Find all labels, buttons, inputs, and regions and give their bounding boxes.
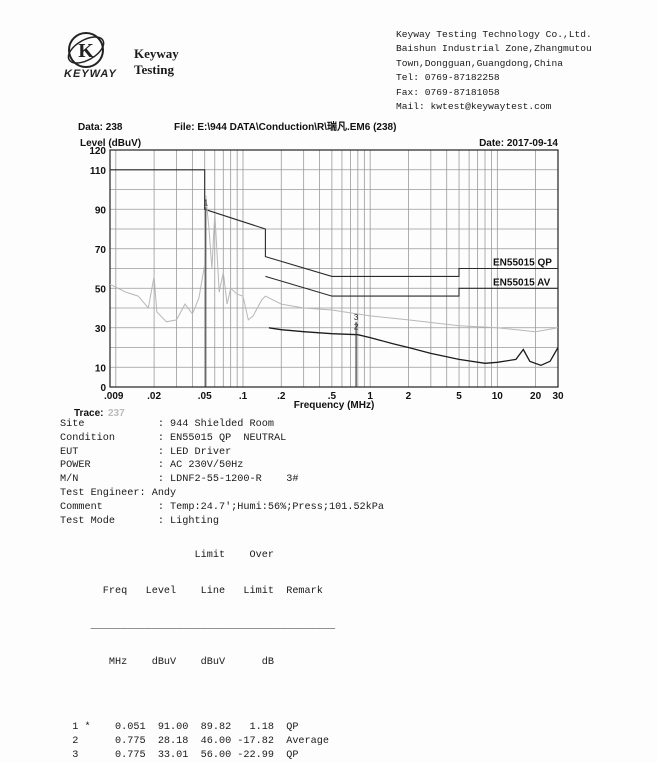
logo-word: KEYWAY — [64, 68, 117, 80]
info-line: Test Mode : Lighting — [60, 515, 219, 527]
limit-label: EN55015 AV — [493, 277, 551, 288]
x-tick-label: .02 — [147, 391, 161, 402]
y-tick-label: 120 — [89, 146, 106, 157]
y-tick-label: 90 — [95, 205, 107, 216]
y-tick-label: 70 — [95, 245, 107, 256]
table-rule: ________________________________________ — [60, 621, 336, 633]
brand-line-2: Testing — [134, 62, 174, 77]
logo-letter: K — [78, 40, 94, 62]
y-axis-title: Level (dBuV) — [80, 138, 141, 149]
company-fax: Fax: 0769-87181058 — [396, 86, 500, 98]
info-line: EUT : LED Driver — [60, 446, 232, 458]
data-id-label: Data: 238 — [78, 122, 123, 133]
trace-label: Trace: — [74, 408, 103, 419]
x-tick-label: .009 — [104, 391, 124, 402]
x-tick-label: .1 — [239, 391, 248, 402]
x-tick-label: 5 — [456, 391, 462, 402]
y-tick-label: 0 — [100, 383, 106, 394]
company-tel: Tel: 0769-87182258 — [396, 72, 500, 84]
test-info: Site : 944 Shielded Room Condition : EN55… — [60, 418, 384, 528]
keyway-logo: K — [67, 32, 105, 68]
series-line-en55015-av — [265, 275, 558, 297]
file-label: File: E:\944 DATA\Conduction\R\瑞凡.EM6 (2… — [174, 120, 396, 133]
info-line: M/N : LDNF2-55-1200-R 3# — [60, 474, 299, 486]
series-line-scan-peak — [109, 195, 559, 333]
y-tick-label: 110 — [90, 166, 107, 177]
y-tick-label: 10 — [95, 363, 107, 374]
table-row: 3 0.775 33.01 56.00 -22.99 QP — [60, 749, 299, 761]
series-line-en55015-qp — [110, 169, 558, 277]
brand-name: Keyway Testing — [134, 46, 179, 78]
info-line: Site : 944 Shielded Room — [60, 419, 274, 430]
table-header-2: Freq Level Line Limit Remark — [60, 585, 323, 597]
company-mail: Mail: kwtest@keywaytest.com — [396, 101, 552, 113]
info-line: POWER : AC 230V/50Hz — [60, 460, 244, 472]
company-address-2: Town,Dongguan,Guangdong,China — [396, 57, 563, 69]
company-address-1: Baishun Industrial Zone,Zhangmutou — [396, 43, 592, 55]
table-units: MHz dBuV dBuV dB — [60, 656, 274, 668]
marker-label: 3 — [354, 313, 359, 322]
x-tick-label: .2 — [277, 391, 286, 402]
marker-label: 1 — [204, 198, 209, 207]
x-tick-label: .5 — [328, 391, 337, 402]
result-table: Limit Over Freq Level Line Limit Remark … — [60, 528, 336, 761]
trace-value: 237 — [108, 408, 125, 419]
y-tick-label: 50 — [95, 284, 107, 295]
x-tick-label: 1 — [367, 391, 373, 402]
emission-chart: Data: 238 File: E:\944 DATA\Conduction\R\… — [74, 120, 564, 419]
company-info: Keyway Testing Technology Co.,Ltd. Baishu… — [396, 28, 592, 114]
brand-line-1: Keyway — [134, 46, 179, 61]
info-line: Test Engineer: Andy — [60, 487, 177, 499]
x-tick-label: 20 — [530, 391, 542, 402]
info-line: Condition : EN55015 QP NEUTRAL — [60, 432, 287, 444]
table-row: 1 * 0.051 91.00 89.82 1.18 QP — [60, 722, 299, 734]
table-header-1: Limit Over — [60, 550, 274, 561]
y-tick-label: 30 — [95, 324, 107, 335]
date-label: Date: 2017-09-14 — [479, 138, 558, 149]
x-tick-label: 10 — [492, 391, 504, 402]
x-tick-label: 30 — [552, 391, 564, 402]
x-tick-label: 2 — [406, 391, 412, 402]
table-row: 2 0.775 28.18 46.00 -17.82 Average — [60, 735, 329, 747]
limit-label: EN55015 QP — [493, 258, 552, 269]
series-line-scan-average — [268, 327, 559, 366]
company-name: Keyway Testing Technology Co.,Ltd. — [396, 29, 592, 40]
info-line: Comment : Temp:24.7';Humi:56%;Press;101.… — [60, 501, 385, 513]
x-axis-title: Frequency (MHz) — [294, 400, 375, 411]
x-tick-label: .05 — [198, 391, 212, 402]
